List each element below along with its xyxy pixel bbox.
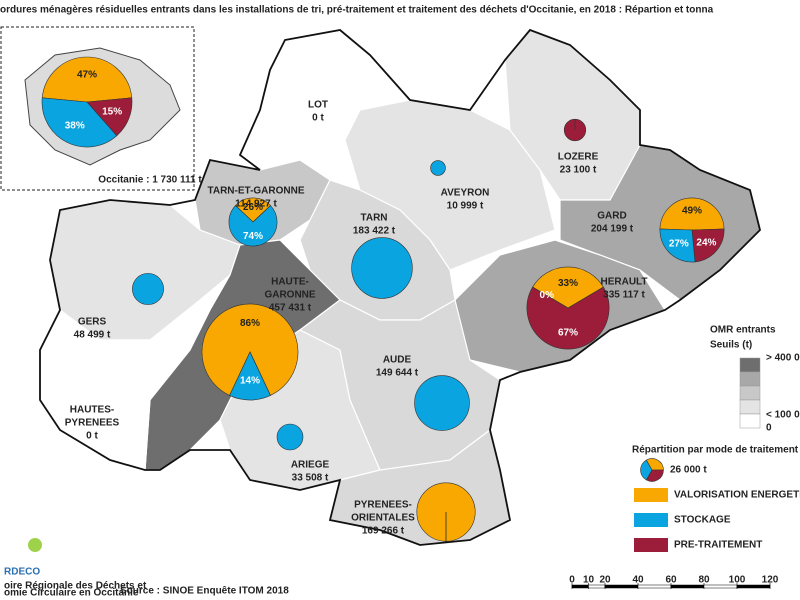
- department-name: TARN: [360, 213, 387, 224]
- slice-label: 27%: [669, 239, 689, 250]
- pie-slice: [659, 197, 725, 231]
- pie-slice: [201, 303, 299, 396]
- pie-slice: [235, 197, 271, 223]
- slice-label: 24%: [696, 237, 716, 248]
- department-name: PYRENEES-: [354, 500, 412, 511]
- slice-label: 47%: [77, 70, 97, 81]
- department-labels: LOT 0 t AVEYRON 10 999 t LOZERE 23 100 t GARD 2…: [65, 100, 648, 537]
- pie-slice: [659, 228, 696, 263]
- logo-icon: [28, 538, 42, 552]
- region-outline: [39, 28, 761, 546]
- legend-class: [739, 371, 761, 387]
- department-tonnage: 149 644 t: [376, 368, 419, 379]
- department-tonnage: 33 508 t: [292, 473, 329, 484]
- department-name: HAUTES-: [70, 405, 114, 416]
- department-tonnage: 114 927 t: [235, 199, 277, 210]
- pie-slice: [414, 375, 470, 431]
- logo-line: oire Régionale des Déchets et: [4, 581, 147, 592]
- department-tonnage: 23 100 t: [560, 165, 597, 176]
- pie-slice: [526, 286, 610, 350]
- legend-label: STOCKAGE: [674, 515, 731, 526]
- inset-slice: [41, 56, 133, 103]
- department-name: LOT: [308, 100, 328, 111]
- department-name: ORIENTALES: [351, 513, 415, 524]
- slice-label: 33%: [558, 278, 578, 289]
- slice-label: 26%: [243, 202, 263, 213]
- pie-slice: [132, 273, 164, 305]
- slice-label: 86%: [240, 318, 260, 329]
- slice-label: 38%: [65, 121, 85, 132]
- logo-line: omie Circulaire en Occitanie: [4, 588, 139, 599]
- legend-swatch: [634, 488, 668, 502]
- map-title: ordures ménagères résiduelles entrants d…: [0, 5, 714, 16]
- slice-label: 0%: [540, 290, 555, 301]
- department-name: GARONNE: [264, 290, 315, 301]
- scale-label: 80: [698, 575, 710, 586]
- legend-pie-size: 26 000 t: [670, 465, 707, 476]
- legend-label: PRE-TRAITEMENT: [674, 540, 762, 551]
- department-tonnage: 204 199 t: [591, 224, 634, 235]
- legend-high: > 400 000: [766, 353, 800, 364]
- pie-slice: [229, 351, 271, 401]
- department-name: ARIEGE: [291, 460, 330, 471]
- legend-subtitle: Seuils (t): [710, 340, 752, 351]
- slice-label: 15%: [102, 107, 122, 118]
- pie-slice: [691, 228, 725, 263]
- scale-label: 60: [665, 575, 677, 586]
- legend-zero: 0: [766, 423, 772, 434]
- legend-label: VALORISATION ENERGETIQUE: [674, 490, 800, 501]
- department-tonnage: 457 431 t: [269, 303, 312, 314]
- department-name: GERS: [78, 317, 107, 328]
- department-tonnage: 169 266 t: [362, 526, 405, 537]
- department-name: HAUTE-: [271, 277, 309, 288]
- slice-label: 49%: [682, 205, 702, 216]
- pie-slice: [276, 423, 304, 451]
- legend-title: OMR entrants: [710, 325, 776, 336]
- department-name: HERAULT: [600, 277, 647, 288]
- source: Source : SINOE Enquête ITOM 2018: [120, 586, 289, 597]
- department-name: PYRENEES: [65, 418, 120, 429]
- scale-label: 100: [729, 575, 746, 586]
- inset-label: Occitanie : 1 730 111 t: [98, 175, 202, 186]
- pie-slice: [532, 266, 604, 309]
- legend-low: < 100 000: [766, 410, 800, 421]
- pie-slice: [430, 160, 446, 176]
- department-tonnage: 0 t: [86, 431, 98, 442]
- pie-slice: [228, 205, 278, 247]
- pie-slice: [351, 237, 413, 299]
- legend-class: [739, 399, 761, 415]
- pies: 49% 24% 27% 33% 67% 0% 26% 74% 86% 14% 47% 15% 38%: [41, 56, 725, 542]
- scale-label: 40: [632, 575, 644, 586]
- scale-label: 120: [762, 575, 779, 586]
- logo-name: RDECO: [4, 567, 40, 578]
- legend-class: [739, 357, 761, 373]
- legend-swatch: [634, 513, 668, 527]
- department-tonnage: 335 117 t: [603, 290, 645, 301]
- scale-label: 10: [583, 575, 595, 586]
- slice-label: 67%: [558, 327, 578, 338]
- scale-label: 20: [599, 575, 611, 586]
- department-tonnage: 0 t: [312, 113, 324, 124]
- department-name: TARN-ET-GARONNE: [207, 186, 304, 197]
- department-name: AUDE: [383, 355, 412, 366]
- department-tonnage: 48 499 t: [74, 330, 111, 341]
- legend-swatch: [634, 538, 668, 552]
- legend-class: [739, 413, 761, 429]
- legend-class: [739, 385, 761, 401]
- slice-label: 14%: [240, 375, 260, 386]
- inset-slice: [41, 97, 118, 148]
- slice-label: 74%: [243, 231, 263, 242]
- scale-label: 0: [569, 575, 575, 586]
- department-tonnage: 183 422 t: [353, 226, 396, 237]
- legend-pie-title: Répartition par mode de traitement: [632, 445, 799, 456]
- department-name: GARD: [597, 211, 626, 222]
- department-name: AVEYRON: [441, 188, 490, 199]
- department-name: LOZERE: [558, 152, 599, 163]
- legend-pie-slice: [640, 459, 653, 481]
- department-tonnage: 10 999 t: [447, 201, 484, 212]
